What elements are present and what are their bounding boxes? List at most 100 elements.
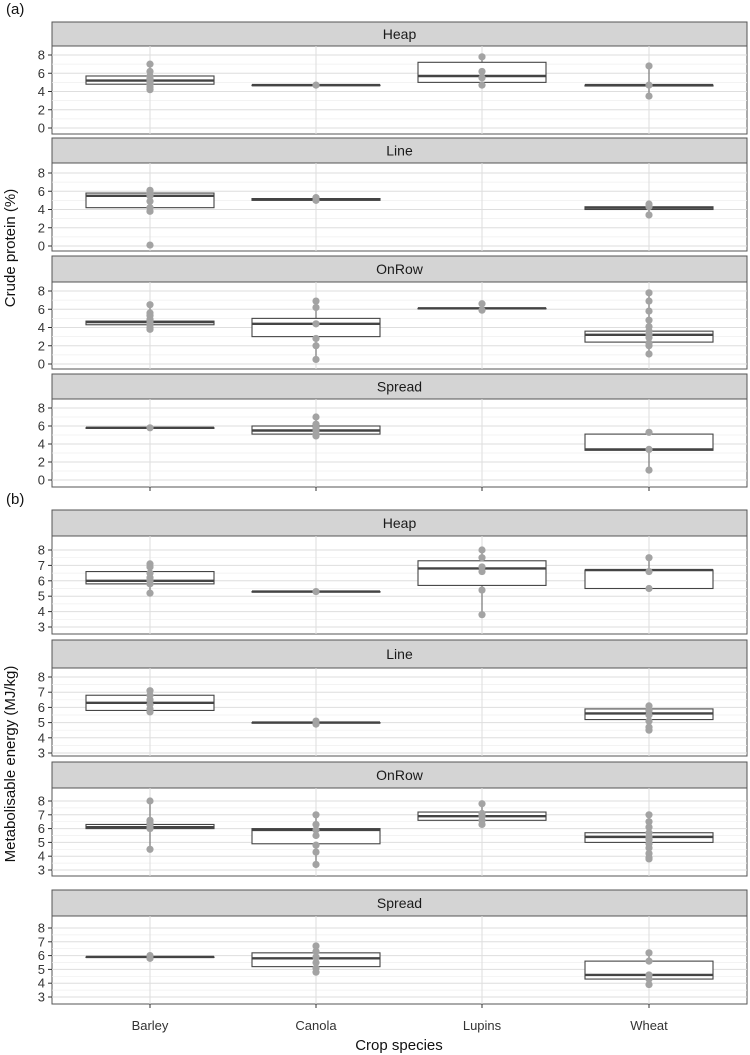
y-tick-label: 8 bbox=[38, 166, 45, 181]
data-point bbox=[645, 203, 653, 211]
facet-a-line: Line 0 2 4 6 8 bbox=[38, 137, 748, 254]
y-tick-label: 6 bbox=[38, 700, 45, 715]
box-canola bbox=[251, 81, 381, 89]
box-wheat bbox=[584, 200, 714, 219]
y-tick-label: 5 bbox=[38, 962, 45, 977]
facet-strip bbox=[51, 373, 748, 400]
box-lupins bbox=[417, 546, 547, 619]
box-wheat bbox=[584, 554, 714, 593]
data-point bbox=[146, 424, 154, 432]
y-tick-label: 6 bbox=[38, 184, 45, 199]
y-tick-label: 4 bbox=[38, 849, 45, 864]
data-point bbox=[478, 74, 486, 82]
facet-strip-label: OnRow bbox=[376, 261, 424, 277]
box-wheat bbox=[584, 428, 714, 474]
data-point bbox=[312, 720, 320, 728]
data-point bbox=[146, 301, 154, 309]
facet-strip bbox=[51, 889, 748, 917]
data-point bbox=[312, 942, 320, 950]
data-point bbox=[645, 818, 653, 826]
y-tick-label: 8 bbox=[38, 670, 45, 685]
box-canola bbox=[251, 942, 381, 976]
data-point bbox=[645, 726, 653, 734]
data-point bbox=[645, 333, 653, 342]
data-point bbox=[146, 954, 154, 962]
data-point bbox=[312, 81, 320, 89]
box-wheat bbox=[584, 62, 714, 100]
y-tick-label: 8 bbox=[38, 543, 45, 558]
data-point bbox=[645, 445, 653, 453]
data-point bbox=[645, 975, 653, 983]
box-lupins bbox=[417, 300, 547, 314]
data-point bbox=[312, 334, 320, 343]
data-point bbox=[146, 241, 154, 249]
box-wheat bbox=[584, 702, 714, 734]
y-tick-label: 0 bbox=[38, 473, 45, 488]
x-tick-label-canola: Canola bbox=[295, 1018, 337, 1033]
data-point bbox=[645, 428, 653, 436]
y-tick-label: 5 bbox=[38, 715, 45, 730]
data-point bbox=[478, 53, 486, 61]
data-point bbox=[312, 841, 320, 849]
box-canola bbox=[251, 587, 381, 596]
facet-strip-label: Line bbox=[386, 646, 413, 662]
facet-a-heap: Heap 0 2 4 6 8 bbox=[38, 21, 748, 136]
facet-strip-label: Spread bbox=[377, 895, 422, 911]
box-barley bbox=[85, 424, 215, 432]
y-tick-label: 4 bbox=[38, 437, 45, 452]
data-point bbox=[312, 958, 320, 967]
y-tick-label: 0 bbox=[38, 357, 45, 372]
y-tick-label: 0 bbox=[38, 239, 45, 254]
box-barley bbox=[85, 952, 215, 962]
x-tick-label-lupins: Lupins bbox=[463, 1018, 502, 1033]
data-point bbox=[645, 211, 653, 219]
box-barley bbox=[85, 60, 215, 94]
y-tick-label: 7 bbox=[38, 558, 45, 573]
box-barley bbox=[85, 186, 215, 249]
facet-strip bbox=[51, 761, 748, 789]
data-point bbox=[645, 289, 653, 297]
data-point bbox=[146, 845, 154, 853]
y-tick-label: 2 bbox=[38, 102, 45, 117]
data-point bbox=[146, 197, 154, 205]
x-axis-title: Crop species bbox=[355, 1037, 443, 1054]
box-canola bbox=[251, 194, 381, 204]
data-point bbox=[478, 800, 486, 808]
data-point bbox=[645, 567, 653, 576]
y-tick-label: 0 bbox=[38, 121, 45, 136]
y-axis-title-a: Crude protein (%) bbox=[2, 189, 19, 307]
data-point bbox=[312, 860, 320, 869]
data-point bbox=[146, 797, 154, 805]
facet-panel bbox=[51, 281, 748, 370]
facet-panel bbox=[51, 915, 748, 1005]
data-point bbox=[645, 307, 653, 315]
data-point bbox=[645, 957, 653, 965]
data-point bbox=[146, 563, 154, 571]
data-point bbox=[645, 823, 653, 831]
data-point bbox=[645, 316, 653, 324]
data-point bbox=[645, 350, 653, 358]
data-point bbox=[312, 320, 320, 328]
data-point bbox=[146, 325, 154, 333]
data-point bbox=[645, 342, 653, 350]
data-point bbox=[312, 196, 320, 204]
data-point bbox=[146, 192, 154, 200]
facet-strip bbox=[51, 255, 748, 283]
data-point bbox=[312, 831, 320, 840]
data-point bbox=[312, 355, 320, 364]
data-point bbox=[146, 207, 154, 215]
data-point bbox=[312, 303, 320, 312]
y-tick-label: 6 bbox=[38, 573, 45, 588]
data-point bbox=[146, 589, 154, 597]
y-tick-label: 7 bbox=[38, 934, 45, 949]
data-point bbox=[645, 711, 653, 719]
data-point bbox=[146, 580, 154, 588]
data-point bbox=[478, 554, 486, 562]
y-tick-label: 8 bbox=[38, 401, 45, 416]
y-tick-label: 6 bbox=[38, 821, 45, 836]
data-point bbox=[146, 86, 154, 94]
data-point bbox=[478, 81, 486, 89]
data-point bbox=[312, 968, 320, 976]
